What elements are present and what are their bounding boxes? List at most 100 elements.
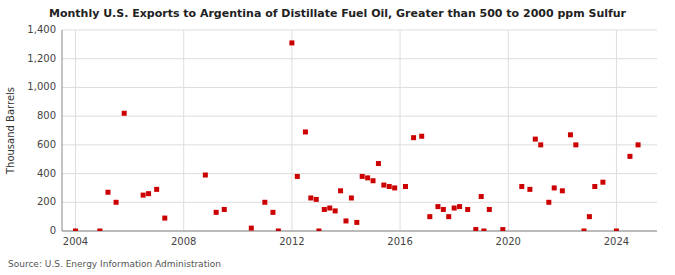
point [270,210,275,215]
y-tick-label: 0 [50,225,56,236]
point [222,207,227,212]
point [519,184,524,189]
x-grid-line [291,30,292,231]
point [322,207,327,212]
point [343,218,348,223]
point [600,180,605,185]
x-tick-label: 2012 [279,236,304,247]
point [465,207,470,212]
y-tick-label: 1,200 [27,53,56,64]
point [289,40,294,45]
point [403,184,408,189]
point [387,184,392,189]
point [203,173,208,178]
point [411,135,416,140]
y-tick-label: 800 [37,110,56,121]
point [316,229,321,232]
y-tick-label: 400 [37,168,56,179]
point [162,216,167,221]
point [295,174,300,179]
x-grid-line [400,30,401,231]
point [141,193,146,198]
point [381,183,386,188]
point [365,175,370,180]
points [73,40,641,231]
point [592,184,597,189]
point [587,214,592,219]
point [349,195,354,200]
y-grid-line [62,87,657,88]
point [122,111,127,116]
y-grid-line [62,173,657,174]
point [303,129,308,134]
point [614,229,619,232]
point [435,204,440,209]
point [552,185,557,190]
point [636,142,641,147]
point [573,142,578,147]
point [249,226,254,231]
point [446,214,451,219]
grid [62,30,657,231]
point [146,191,151,196]
x-grid-line [508,30,509,231]
y-tick-label: 200 [37,196,56,207]
y-axis-line [62,30,63,231]
point [392,185,397,190]
point [627,154,632,159]
point [105,190,110,195]
point [500,227,505,231]
y-tick-label: 600 [37,139,56,150]
x-tick-label: 2008 [171,236,196,247]
point [73,229,78,232]
point [308,195,313,200]
point [114,200,119,205]
y-grid-line [62,144,657,145]
point [338,188,343,193]
point [97,229,102,232]
point [487,207,492,212]
x-tick-label: 2004 [63,236,88,247]
annotation: Source: U.S. Energy Information Administ… [8,259,221,269]
point [371,178,376,183]
x-tick-label: 2020 [496,236,521,247]
x-axis-line [62,231,657,232]
point [457,204,462,209]
point [560,188,565,193]
y-tick-label: 1,400 [27,24,56,35]
point [214,210,219,215]
point [481,229,486,232]
x-grid-line [75,30,76,231]
x-grid-line [616,30,617,231]
point [354,220,359,225]
point [333,208,338,213]
point [419,134,424,139]
point [360,174,365,179]
chart: 0 200 400 600 800 1,000 1,200 1,400 2004 2008 2012… [0,0,675,275]
point [427,214,432,219]
x-grid-line [183,30,184,231]
point [276,229,281,232]
y-grid-line [62,116,657,117]
point [154,187,159,192]
point [473,227,478,231]
point [533,137,538,142]
y-grid-line [62,231,657,232]
y-axis-label: Thousand Barrels [5,87,16,175]
y-grid-line [62,30,657,31]
point [479,194,484,199]
point [441,207,446,212]
y-grid-line [62,202,657,203]
x-tick-label: 2016 [387,236,412,247]
point [314,197,319,202]
point [538,142,543,147]
y-tick-label: 1,000 [27,81,56,92]
point [376,161,381,166]
point [527,187,532,192]
point [568,132,573,137]
y-grid-line [62,58,657,59]
point [327,206,332,211]
x-tick-label: 2024 [604,236,629,247]
point [546,200,551,205]
title: Monthly U.S. Exports to Argentina of Dis… [49,7,627,20]
